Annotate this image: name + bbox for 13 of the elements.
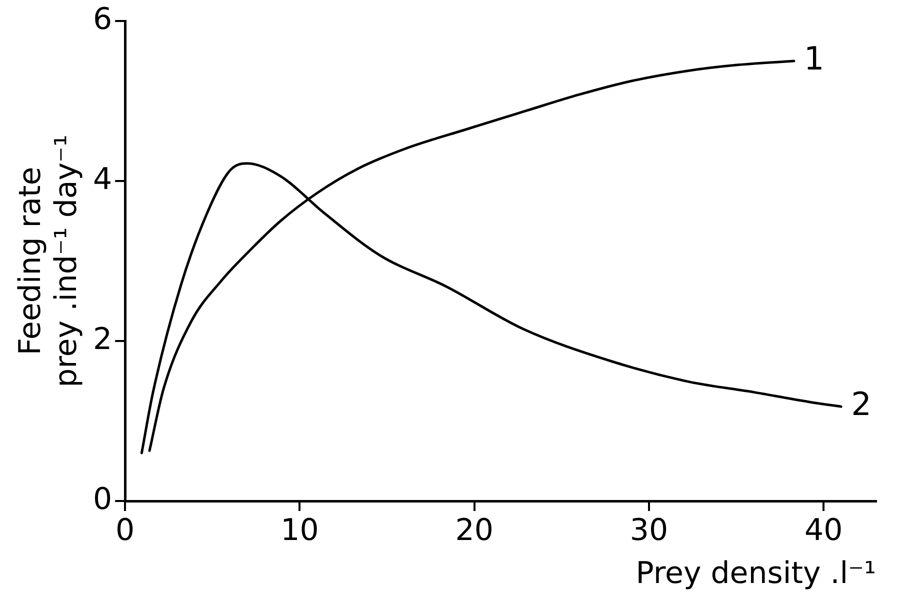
- y-axis-title: Feeding rate prey .ind⁻¹ day⁻¹: [12, 134, 84, 388]
- x-axis-title: Prey density .l⁻¹: [636, 556, 876, 591]
- y-tick-label: 0: [92, 482, 112, 517]
- y-tick-label: 6: [92, 2, 112, 37]
- x-tick-label: 30: [630, 512, 668, 548]
- y-tick-label: 4: [92, 162, 112, 197]
- series-label: 2: [851, 384, 872, 423]
- y-tick-label: 2: [92, 322, 112, 357]
- series-label: 1: [804, 39, 824, 78]
- x-tick-label: 10: [280, 512, 319, 548]
- x-tick-label: 0: [116, 512, 135, 548]
- x-tick-label: 20: [455, 512, 494, 548]
- x-tick-label: 40: [804, 512, 843, 548]
